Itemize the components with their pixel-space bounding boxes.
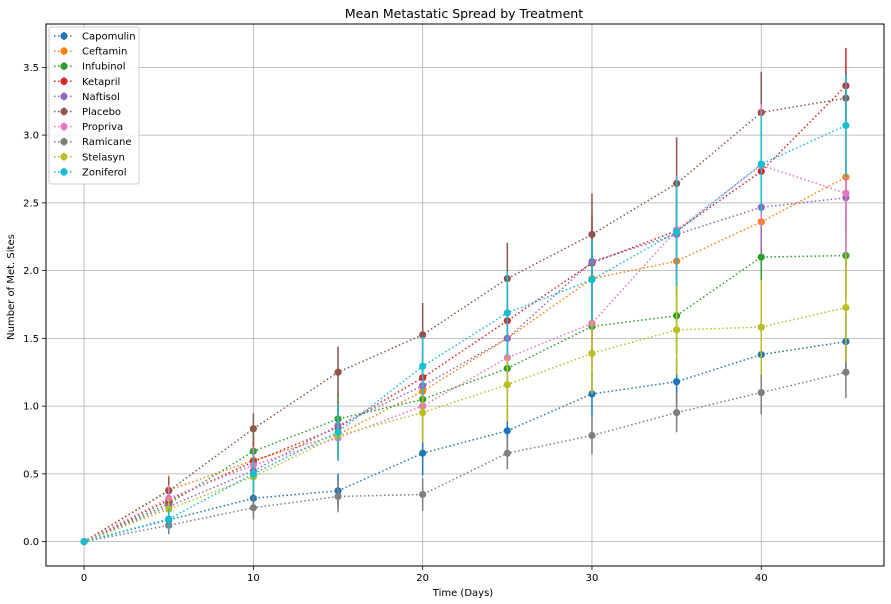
data-point <box>503 427 511 435</box>
y-tick-label: 1.0 <box>23 402 39 413</box>
legend-marker <box>60 92 68 100</box>
y-tick-label: 3.0 <box>23 131 39 142</box>
series-line <box>83 97 847 543</box>
legend: Capomulin Ceftamin Infubinol Ketapril Naftis… <box>48 26 140 185</box>
series-line <box>83 176 847 543</box>
legend-item: Naftisol <box>54 92 120 103</box>
legend-item: Stelasyn <box>54 152 125 163</box>
legend-label: Naftisol <box>82 92 120 103</box>
y-tick-label: 0.5 <box>23 469 39 480</box>
series-line <box>83 340 847 543</box>
data-point <box>419 449 427 457</box>
chart-title: Mean Metastatic Spread by Treatment <box>345 6 583 21</box>
series-line <box>83 306 847 543</box>
data-point <box>503 449 511 457</box>
data-point <box>757 323 765 331</box>
legend-marker <box>60 77 68 85</box>
y-tick-label: 2.5 <box>23 198 39 209</box>
data-point <box>419 409 427 417</box>
legend-marker <box>60 32 68 40</box>
x-tick-label: 40 <box>755 573 768 584</box>
data-point <box>80 538 88 546</box>
data-point <box>503 309 511 317</box>
data-point <box>419 331 427 339</box>
legend-marker <box>60 153 68 161</box>
legend-marker <box>60 138 68 146</box>
data-point <box>673 326 681 334</box>
data-point <box>673 228 681 236</box>
series-line <box>83 164 847 543</box>
data-point <box>419 490 427 499</box>
plot-area-frame <box>45 23 885 567</box>
legend-label: Stelasyn <box>82 152 125 163</box>
data-point <box>757 388 765 397</box>
data-point <box>673 409 681 417</box>
legend-label: Ramicane <box>82 137 132 148</box>
data-point <box>588 431 596 440</box>
series-zoniferol <box>80 73 850 546</box>
series-group <box>80 47 850 546</box>
data-point <box>249 504 257 512</box>
legend-item: Placebo <box>54 107 121 118</box>
y-axis-label: Number of Met. Sites <box>6 234 17 340</box>
data-point <box>249 425 257 433</box>
legend-marker <box>60 107 68 116</box>
data-point <box>588 276 596 284</box>
legend-item: Ramicane <box>54 137 132 148</box>
legend-marker <box>60 62 68 70</box>
legend-label: Capomulin <box>82 32 136 43</box>
x-tick-label: 20 <box>416 573 429 584</box>
legend-label: Ceftamin <box>82 47 127 58</box>
x-tick-label: 30 <box>586 573 599 584</box>
data-point <box>165 515 173 523</box>
legend-label: Infubinol <box>82 62 126 73</box>
data-point <box>842 121 850 130</box>
data-point <box>588 230 596 239</box>
legend-item: Zoniferol <box>54 167 127 178</box>
data-point <box>757 160 765 168</box>
data-point <box>334 492 342 501</box>
y-tick-label: 2.0 <box>23 266 39 277</box>
legend-label: Ketapril <box>82 77 120 88</box>
data-point <box>334 368 342 376</box>
data-point <box>419 362 427 370</box>
y-tick-label: 3.5 <box>23 63 39 74</box>
x-axis-label: Time (Days) <box>432 588 494 599</box>
legend-item: Ketapril <box>54 77 120 88</box>
legend-label: Zoniferol <box>82 167 127 178</box>
legend-label: Placebo <box>82 107 121 118</box>
x-tick-label: 0 <box>81 573 87 584</box>
legend-marker <box>60 47 68 55</box>
data-point <box>842 304 850 312</box>
legend-item: Ceftamin <box>54 47 127 58</box>
legend-label: Propriva <box>82 122 123 133</box>
y-tick-label: 0.0 <box>23 537 39 548</box>
legend-marker <box>60 123 68 131</box>
data-point <box>757 253 765 261</box>
data-point <box>249 470 257 478</box>
legend-item: Propriva <box>54 122 123 133</box>
data-point <box>334 428 342 436</box>
data-point <box>842 189 850 197</box>
axis-ticks: 0 10 20 30 40 0.0 0.5 1.0 1.5 2.0 2.5 3.0 3.5 <box>23 63 768 584</box>
data-point <box>503 381 511 389</box>
data-point <box>842 368 850 376</box>
x-tick-label: 10 <box>247 573 260 584</box>
data-point <box>673 378 681 386</box>
grid-lines <box>46 24 884 566</box>
y-tick-label: 1.5 <box>23 334 39 345</box>
series-line <box>83 371 847 543</box>
legend-item: Capomulin <box>54 32 136 43</box>
data-point <box>588 349 596 358</box>
legend-marker <box>60 168 68 176</box>
legend-item: Infubinol <box>54 62 126 73</box>
